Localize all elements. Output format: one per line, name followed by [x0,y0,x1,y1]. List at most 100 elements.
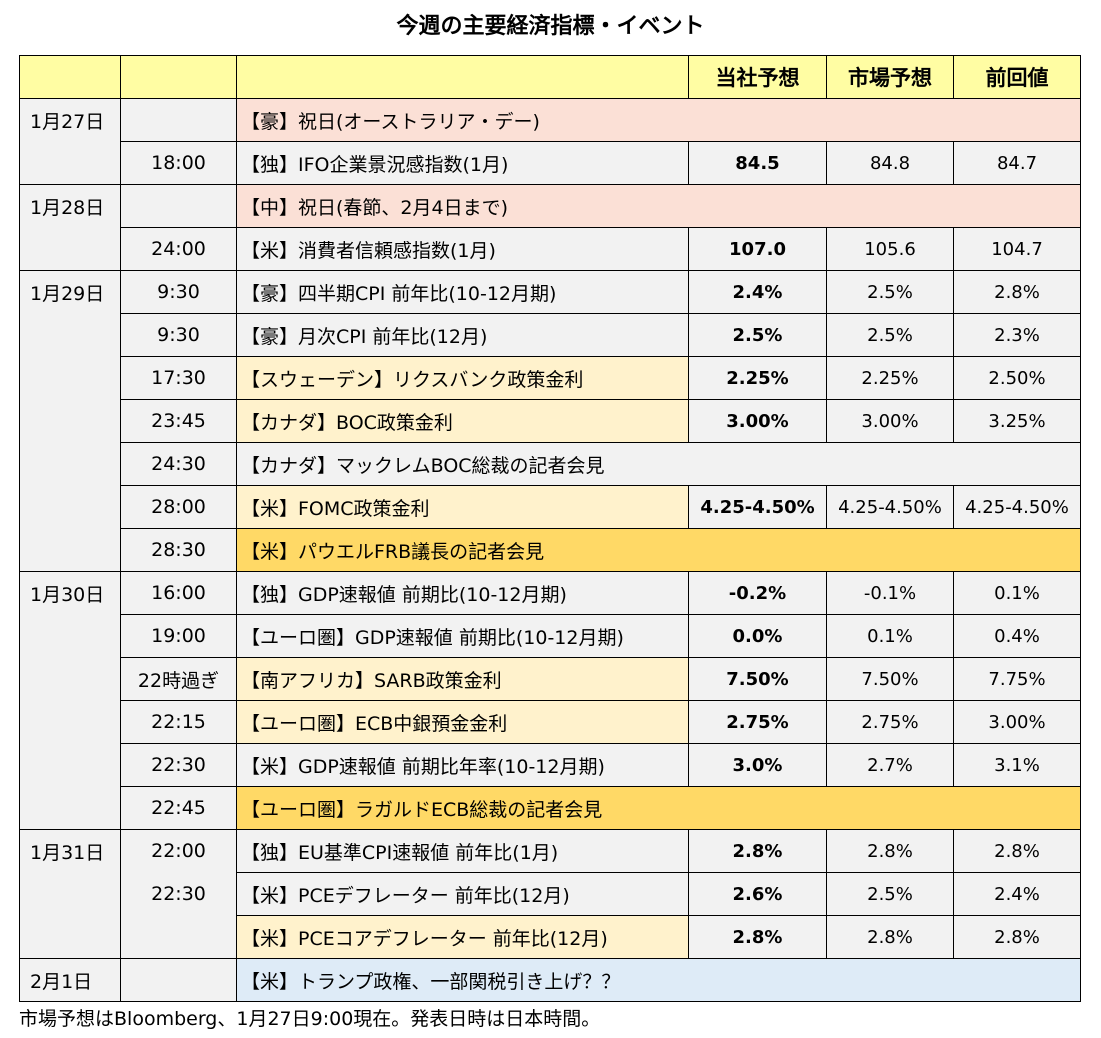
table-row: 19:00 【ユーロ圏】GDP速報値 前期比(10-12月期) 0.0% 0.1… [19,614,1081,658]
header-date [19,55,121,99]
time-cell: 28:00 [120,485,237,529]
time-cell: 9:30 [120,313,237,357]
previous-cell: 3.25% [953,399,1081,443]
company-forecast-cell: 84.5 [688,141,827,185]
previous-cell: 2.4% [953,872,1081,916]
date-cell [19,141,121,185]
market-forecast-cell: 105.6 [826,227,954,271]
date-cell [19,915,121,959]
header-time [120,55,237,99]
company-forecast-cell: 2.6% [688,872,827,916]
previous-cell: 3.1% [953,743,1081,787]
previous-cell: 0.1% [953,571,1081,615]
event-cell: 【カナダ】マックレムBOC総裁の記者会見 [236,442,1081,486]
time-cell: 22:00 [120,829,237,873]
date-cell [19,700,121,744]
previous-cell: 2.8% [953,270,1081,314]
table-header-row: 当社予想 市場予想 前回値 [19,55,1081,99]
time-cell: 23:45 [120,399,237,443]
company-forecast-cell: 2.75% [688,700,827,744]
market-forecast-cell: 2.8% [826,829,954,873]
table-row: 24:30 【カナダ】マックレムBOC総裁の記者会見 [19,442,1081,486]
table-row: 1月28日 【中】祝日(春節、2月4日まで) [19,184,1081,228]
date-cell [19,356,121,400]
table-row: 9:30 【豪】月次CPI 前年比(12月) 2.5% 2.5% 2.3% [19,313,1081,357]
date-cell [19,227,121,271]
table-row: 17:30 【スウェーデン】リクスバンク政策金利 2.25% 2.25% 2.5… [19,356,1081,400]
market-forecast-cell: 2.25% [826,356,954,400]
time-cell [120,98,237,142]
date-cell [19,313,121,357]
date-cell [19,657,121,701]
header-event [236,55,689,99]
date-cell: 1月31日 [19,829,121,873]
previous-cell: 3.00% [953,700,1081,744]
event-cell: 【米】FOMC政策金利 [236,485,689,529]
header-market-forecast: 市場予想 [826,55,954,99]
footnote: 市場予想はBloomberg、1月27日9:00現在。発表日時は日本時間。 [19,1008,601,1030]
date-cell [19,786,121,830]
company-forecast-cell: 3.00% [688,399,827,443]
time-cell: 22:15 [120,700,237,744]
company-forecast-cell: 2.25% [688,356,827,400]
table-row: 【米】PCEコアデフレーター 前年比(12月) 2.8% 2.8% 2.8% [19,915,1081,959]
date-cell [19,485,121,529]
event-cell: 【独】GDP速報値 前期比(10-12月期) [236,571,689,615]
event-cell: 【米】消費者信頼感指数(1月) [236,227,689,271]
header-previous: 前回値 [953,55,1081,99]
time-cell: 18:00 [120,141,237,185]
date-cell [19,528,121,572]
time-cell: 16:00 [120,571,237,615]
time-cell: 28:30 [120,528,237,572]
company-forecast-cell: 2.5% [688,313,827,357]
table-row: 28:30 【米】パウエルFRB議長の記者会見 [19,528,1081,572]
table-row: 22:45 【ユーロ圏】ラガルドECB総裁の記者会見 [19,786,1081,830]
table-row: 1月27日 【豪】祝日(オーストラリア・デー) [19,98,1081,142]
company-forecast-cell: 2.8% [688,829,827,873]
previous-cell: 0.4% [953,614,1081,658]
market-forecast-cell: 4.25-4.50% [826,485,954,529]
table-row: 24:00 【米】消費者信頼感指数(1月) 107.0 105.6 104.7 [19,227,1081,271]
company-forecast-cell: 0.0% [688,614,827,658]
date-cell [19,614,121,658]
market-forecast-cell: 2.5% [826,872,954,916]
date-cell [19,743,121,787]
table-row: 23:45 【カナダ】BOC政策金利 3.00% 3.00% 3.25% [19,399,1081,443]
table-row: 18:00 【独】IFO企業景況感指数(1月) 84.5 84.8 84.7 [19,141,1081,185]
market-forecast-cell: 2.75% [826,700,954,744]
event-cell: 【独】EU基準CPI速報値 前年比(1月) [236,829,689,873]
previous-cell: 2.8% [953,829,1081,873]
table-row: 22:30 【米】GDP速報値 前期比年率(10-12月期) 3.0% 2.7%… [19,743,1081,787]
event-cell: 【米】PCEコアデフレーター 前年比(12月) [236,915,689,959]
time-cell: 22:30 [120,872,237,916]
date-cell: 1月29日 [19,270,121,314]
event-cell: 【ユーロ圏】ラガルドECB総裁の記者会見 [236,786,1081,830]
company-forecast-cell: 2.8% [688,915,827,959]
time-cell: 9:30 [120,270,237,314]
event-cell: 【米】パウエルFRB議長の記者会見 [236,528,1081,572]
previous-cell: 2.8% [953,915,1081,959]
table-row: 22時過ぎ 【南アフリカ】SARB政策金利 7.50% 7.50% 7.75% [19,657,1081,701]
table-row: 1月29日 9:30 【豪】四半期CPI 前年比(10-12月期) 2.4% 2… [19,270,1081,314]
header-company-forecast: 当社予想 [688,55,827,99]
table-row: 22:30 【米】PCEデフレーター 前年比(12月) 2.6% 2.5% 2.… [19,872,1081,916]
market-forecast-cell: 2.8% [826,915,954,959]
event-cell: 【スウェーデン】リクスバンク政策金利 [236,356,689,400]
market-forecast-cell: 2.5% [826,270,954,314]
company-forecast-cell: 4.25-4.50% [688,485,827,529]
previous-cell: 2.50% [953,356,1081,400]
event-cell: 【豪】四半期CPI 前年比(10-12月期) [236,270,689,314]
date-cell [19,442,121,486]
economic-calendar-table: 当社予想 市場予想 前回値 1月27日 【豪】祝日(オーストラリア・デー) 18… [19,55,1081,1002]
previous-cell: 104.7 [953,227,1081,271]
event-cell: 【南アフリカ】SARB政策金利 [236,657,689,701]
date-cell: 1月30日 [19,571,121,615]
time-cell [120,958,237,1002]
page-title: 今週の主要経済指標・イベント [396,14,705,39]
company-forecast-cell: 3.0% [688,743,827,787]
time-cell: 22時過ぎ [120,657,237,701]
table-row: 28:00 【米】FOMC政策金利 4.25-4.50% 4.25-4.50% … [19,485,1081,529]
market-forecast-cell: 2.7% [826,743,954,787]
market-forecast-cell: 7.50% [826,657,954,701]
previous-cell: 2.3% [953,313,1081,357]
